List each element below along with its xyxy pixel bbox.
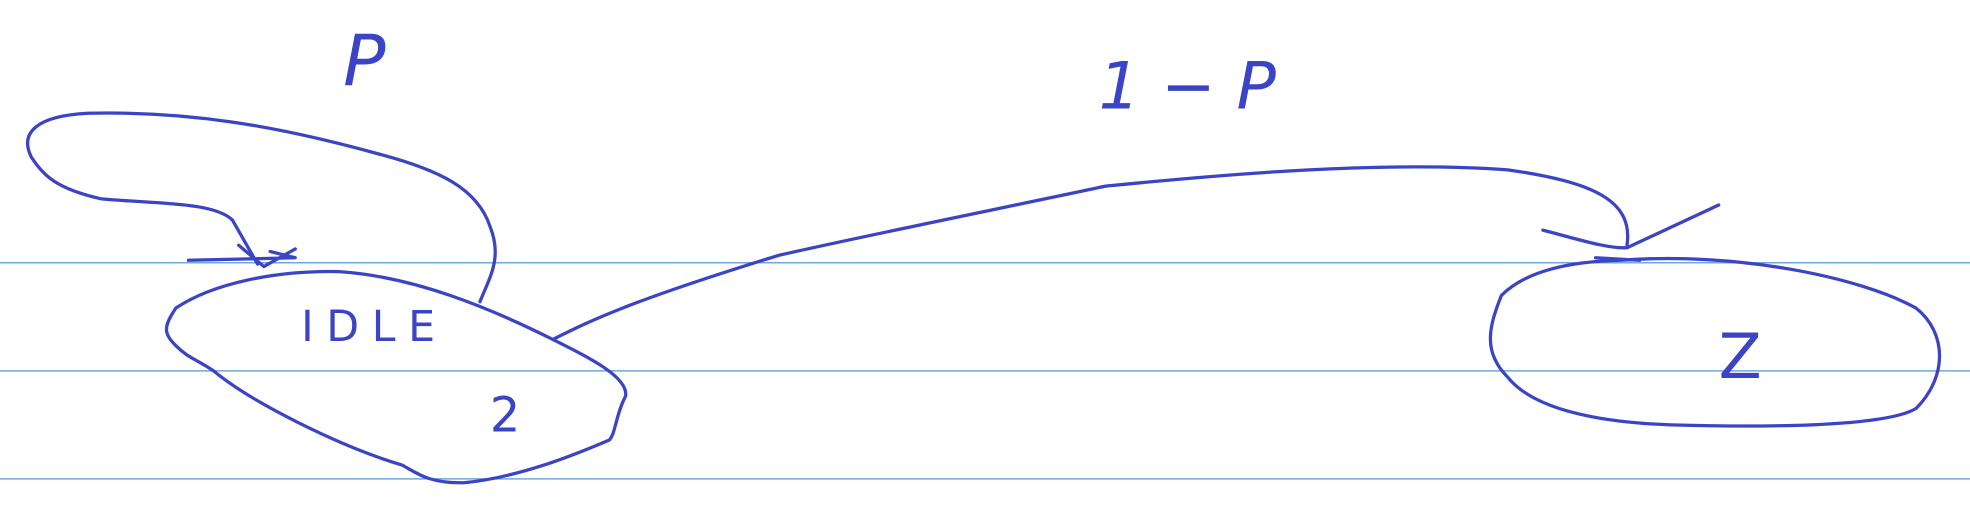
node-label: Z <box>1719 320 1762 393</box>
state-idle <box>164 269 628 485</box>
state-z <box>1488 256 1942 428</box>
edge-idle-to-z <box>551 165 1630 342</box>
arrowhead <box>1541 203 1721 262</box>
arrowhead <box>186 243 297 269</box>
node-sublabel: 2 <box>490 389 520 444</box>
edge-label: P <box>343 20 386 102</box>
edge-self-loop <box>26 111 497 304</box>
node-label: IDLE <box>301 302 448 352</box>
edge-label: 1 − P <box>1099 49 1277 125</box>
